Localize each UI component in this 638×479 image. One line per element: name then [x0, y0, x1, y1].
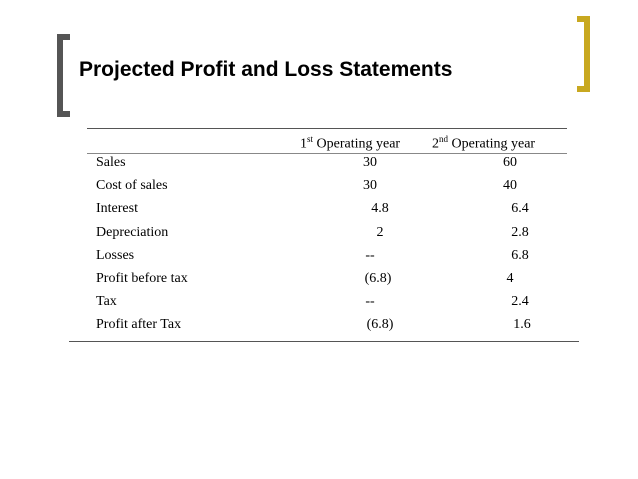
- year1-value: --: [365, 248, 375, 263]
- year1-value: 4.8: [371, 201, 389, 216]
- column-header-year1-label: Operating year: [316, 136, 401, 152]
- row-label: Sales: [96, 155, 126, 170]
- row-label: Interest: [96, 201, 138, 216]
- year1-value: (6.8): [364, 271, 392, 286]
- right-bracket-decoration: [577, 16, 590, 92]
- year2-value: 1.6: [513, 317, 531, 332]
- year2-value: 2.8: [511, 225, 529, 240]
- row-label: Profit before tax: [96, 271, 188, 286]
- column-header-year2: 2nd Operating year: [432, 134, 535, 153]
- slide-title: Projected Profit and Loss Statements: [79, 58, 453, 81]
- column-header-year2-ordinal: 2: [432, 136, 439, 152]
- column-header-year2-label: Operating year: [451, 136, 536, 152]
- year2-value: 6.8: [511, 248, 529, 263]
- year2-value: 2.4: [511, 294, 529, 309]
- year2-value: 40: [503, 178, 517, 193]
- year1-value: 2: [376, 225, 384, 240]
- column-header-year2-suffix: nd: [439, 134, 448, 144]
- table-row: Sales 30 60: [0, 155, 638, 177]
- table-row: Profit after Tax (6.8) 1.6: [0, 317, 638, 339]
- row-label: Profit after Tax: [96, 317, 182, 332]
- column-header-year1-ordinal: 1: [300, 136, 307, 152]
- year2-value: 60: [503, 155, 517, 170]
- table-row: Interest 4.8 6.4: [0, 201, 638, 223]
- row-label: Depreciation: [96, 225, 169, 240]
- table-row: Tax -- 2.4: [0, 294, 638, 316]
- table-top-rule: [87, 128, 567, 129]
- table-row: Losses -- 6.8: [0, 248, 638, 270]
- table-row: Depreciation 2 2.8: [0, 225, 638, 247]
- table-row: Cost of sales 30 40: [0, 178, 638, 200]
- year1-value: 30: [363, 155, 377, 170]
- column-header-year1-suffix: st: [307, 134, 314, 144]
- left-bracket-decoration: [57, 34, 70, 117]
- year2-value: 6.4: [511, 201, 529, 216]
- table-header-rule: [87, 153, 567, 154]
- table-row: Profit before tax (6.8) 4: [0, 271, 638, 293]
- year1-value: (6.8): [366, 317, 394, 332]
- table-bottom-rule: [69, 341, 579, 342]
- row-label: Cost of sales: [96, 178, 168, 193]
- year1-value: 30: [363, 178, 377, 193]
- row-label: Tax: [96, 294, 117, 309]
- column-header-year1: 1st Operating year: [300, 134, 400, 153]
- year2-value: 4: [506, 271, 514, 286]
- row-label: Losses: [96, 248, 135, 263]
- year1-value: --: [365, 294, 375, 309]
